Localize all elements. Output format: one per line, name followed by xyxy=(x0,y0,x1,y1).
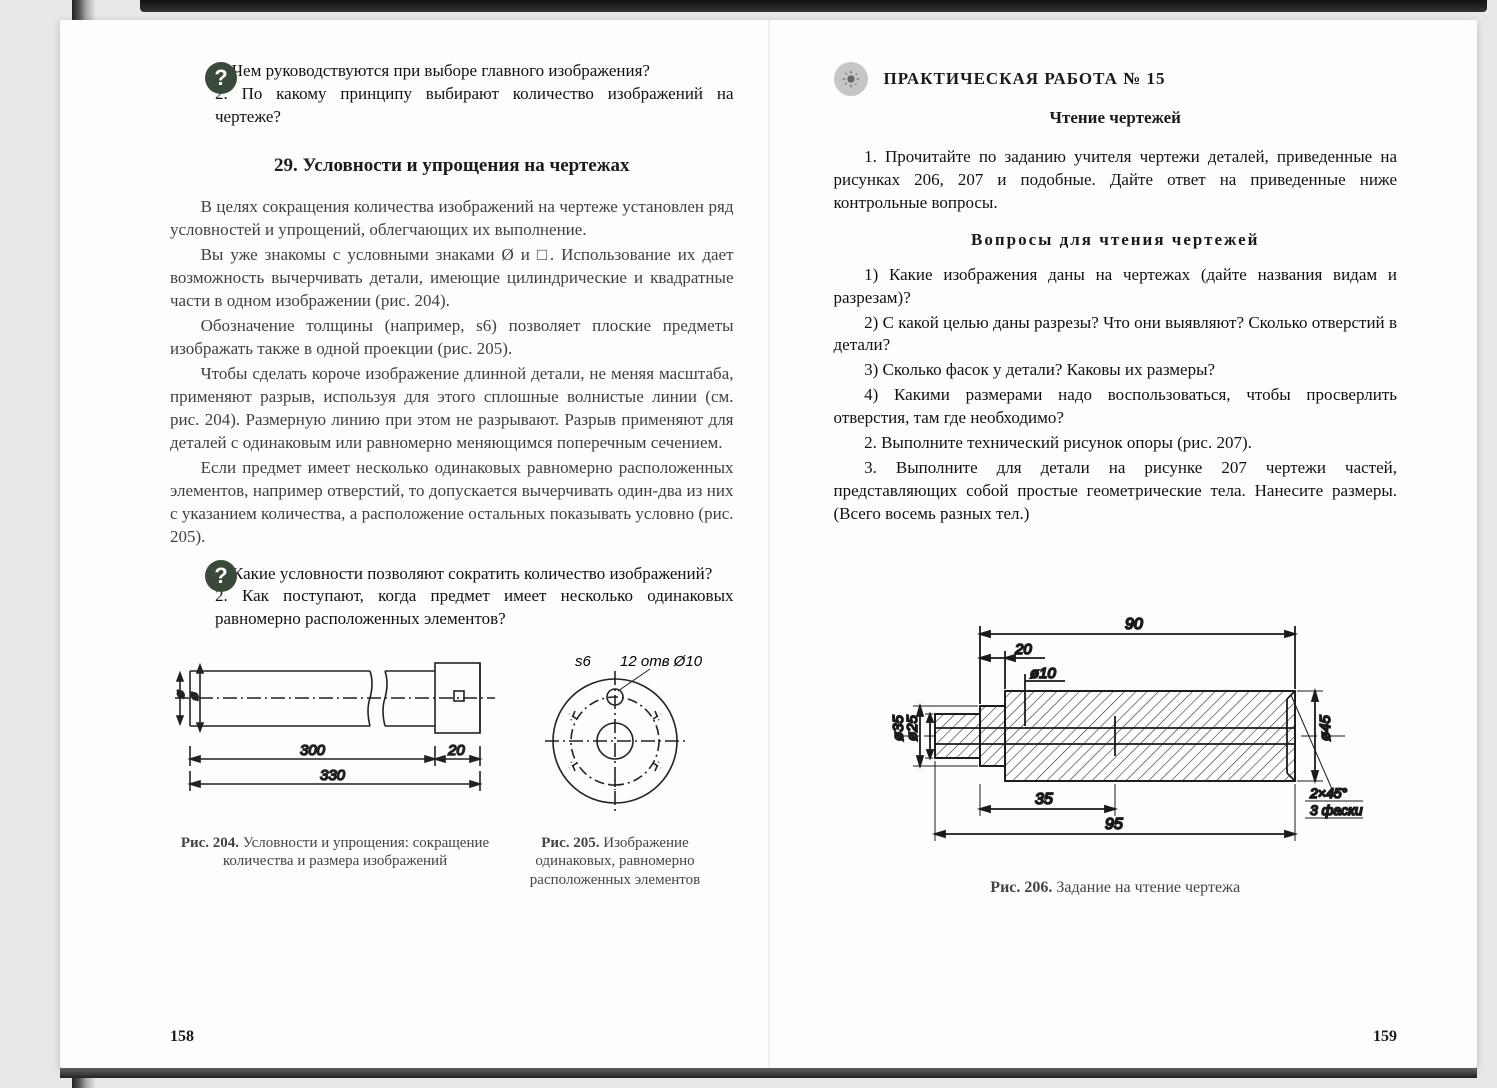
questions-header: Вопросы для чтения чертежей xyxy=(834,229,1398,252)
section-29-title: 29. Условности и упрощения на чертежах xyxy=(170,153,734,179)
svg-text:⌀: ⌀ xyxy=(172,690,187,699)
intro-questions: 1. Чем руководствуются при выборе главно… xyxy=(215,60,734,129)
page-left: ? 1. Чем руководствуются при выборе глав… xyxy=(60,20,779,1068)
question-icon: ? xyxy=(205,62,237,94)
question-4: 4) Какими размерами надо воспользоваться… xyxy=(834,384,1398,430)
svg-text:20: 20 xyxy=(1014,641,1032,658)
svg-text:300: 300 xyxy=(300,742,326,759)
fig204-svg: ⌀ ⌀ 300 xyxy=(170,651,500,821)
question-1: 1) Какие изображения даны на чертежах (д… xyxy=(834,264,1398,310)
practical-work-title: ПРАКТИЧЕСКАЯ РАБОТА № 15 xyxy=(884,68,1398,91)
question-icon: ? xyxy=(205,560,237,592)
book-spread: ? 1. Чем руководствуются при выборе глав… xyxy=(60,20,1477,1068)
para-3: Обозначение толщины (например, s6) позво… xyxy=(170,315,734,361)
fig205-holes: 12 отв Ø10 xyxy=(620,653,703,670)
svg-text:⌀: ⌀ xyxy=(186,692,201,701)
page-right: ПРАКТИЧЕСКАЯ РАБОТА № 15 Чтение чертежей… xyxy=(779,20,1478,1068)
fig204-cap-text: Условности и упрощения: сокращение колич… xyxy=(223,835,489,870)
figure-205: s6 12 отв Ø10 Рис. 205. Изображение один… xyxy=(520,651,710,890)
review-questions: 1. Какие условности позволяют сократить … xyxy=(215,563,734,632)
fig204-caption: Рис. 204. Условности и упрощения: сокращ… xyxy=(170,834,500,872)
svg-text:90: 90 xyxy=(1125,616,1143,633)
fig206-cap-text: Задание на чтение чертежа xyxy=(1056,879,1240,896)
figure-row: ⌀ ⌀ 300 xyxy=(170,651,734,890)
reading-drawings-subtitle: Чтение чертежей xyxy=(834,107,1398,130)
para-5: Если предмет имеет несколько одинаковых … xyxy=(170,457,734,549)
fig206-svg: 90 20 ø10 ø35 xyxy=(865,566,1365,856)
photo-top-edge xyxy=(140,0,1487,12)
fig205-caption: Рис. 205. Изображение одинаковых, равном… xyxy=(520,834,710,890)
fig205-s6: s6 xyxy=(575,653,592,670)
fig205-svg: s6 12 отв Ø10 xyxy=(520,651,710,821)
task-3: 3. Выполните для детали на рисунке 207 ч… xyxy=(834,457,1398,526)
task-1: 1. Прочитайте по заданию учителя чертежи… xyxy=(834,146,1398,215)
svg-text:330: 330 xyxy=(320,767,346,784)
svg-text:ø45: ø45 xyxy=(1317,714,1334,741)
page-number-right: 159 xyxy=(1373,1026,1397,1048)
para-2: Вы уже знакомы с условными знаками Ø и □… xyxy=(170,244,734,313)
figure-206: 90 20 ø10 ø35 xyxy=(865,566,1365,899)
svg-text:ø25: ø25 xyxy=(904,714,921,741)
task-2: 2. Выполните технический рисунок опоры (… xyxy=(834,432,1398,455)
svg-text:35: 35 xyxy=(1035,791,1053,808)
svg-text:95: 95 xyxy=(1105,816,1123,833)
svg-text:ø10: ø10 xyxy=(1030,665,1057,682)
fig206-caption: Рис. 206. Задание на чтение чертежа xyxy=(865,877,1365,899)
gear-icon xyxy=(834,62,868,96)
book-spine xyxy=(768,20,770,1068)
figure-204: ⌀ ⌀ 300 xyxy=(170,651,500,871)
svg-text:20: 20 xyxy=(447,742,465,759)
para-4: Чтобы сделать короче изображение длинной… xyxy=(170,363,734,455)
question-3: 3) Сколько фасок у детали? Каковы их раз… xyxy=(834,359,1398,382)
page-number-left: 158 xyxy=(170,1026,194,1048)
para-1: В целях сокращения количества изображени… xyxy=(170,196,734,242)
question-2: 2) С какой целью даны разрезы? Что они в… xyxy=(834,312,1398,358)
svg-text:3 фаски: 3 фаски xyxy=(1310,802,1363,818)
svg-text:2×45°: 2×45° xyxy=(1309,785,1348,801)
